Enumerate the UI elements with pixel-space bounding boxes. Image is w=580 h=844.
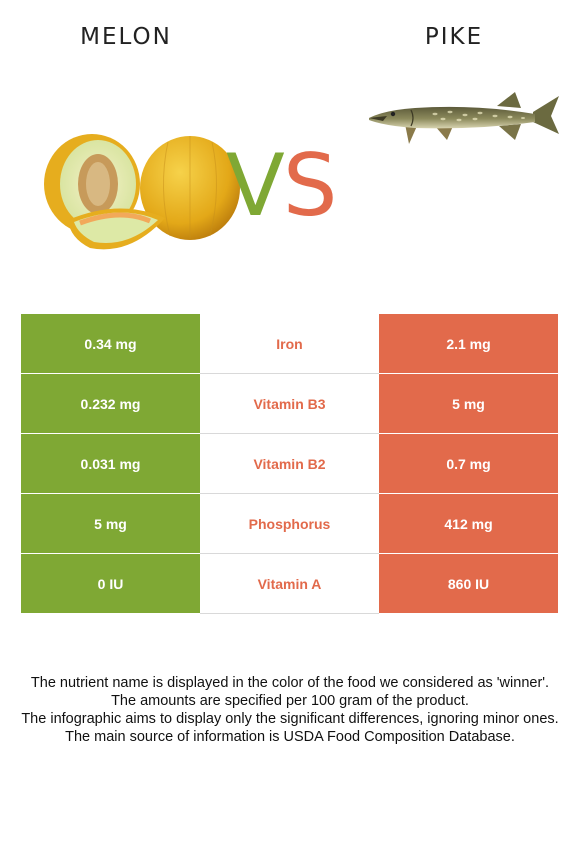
right-value: 412 mg bbox=[379, 493, 558, 554]
right-value: 5 mg bbox=[379, 373, 558, 434]
nutrient-name: Vitamin B3 bbox=[200, 373, 379, 434]
table-row: 0.031 mg Vitamin B2 0.7 mg bbox=[21, 433, 558, 494]
table-row: 0.232 mg Vitamin B3 5 mg bbox=[21, 373, 558, 434]
pike-image bbox=[369, 92, 559, 144]
right-value: 2.1 mg bbox=[379, 314, 558, 374]
table-row: 0 IU Vitamin A 860 IU bbox=[21, 553, 558, 614]
left-value: 0 IU bbox=[21, 553, 200, 614]
nutrient-name: Vitamin A bbox=[200, 553, 379, 614]
table-row: 5 mg Phosphorus 412 mg bbox=[21, 493, 558, 554]
note-winner: The nutrient name is displayed in the co… bbox=[30, 675, 550, 691]
left-value: 5 mg bbox=[21, 493, 200, 554]
right-food-title: PIKE bbox=[424, 24, 484, 50]
right-value: 860 IU bbox=[379, 553, 558, 614]
comparison-table: 0.34 mg Iron 2.1 mg 0.232 mg Vitamin B3 … bbox=[21, 314, 558, 614]
vs-label: VS bbox=[226, 136, 338, 236]
left-value: 0.031 mg bbox=[21, 433, 200, 494]
table-row: 0.34 mg Iron 2.1 mg bbox=[21, 314, 558, 374]
note-significant: The infographic aims to display only the… bbox=[21, 711, 559, 727]
vs-s: S bbox=[282, 136, 338, 236]
note-per-100g: The amounts are specified per 100 gram o… bbox=[111, 693, 469, 709]
right-value: 0.7 mg bbox=[379, 433, 558, 494]
note-source: The main source of information is USDA F… bbox=[65, 729, 515, 745]
left-value: 0.232 mg bbox=[21, 373, 200, 434]
melon-image bbox=[44, 134, 240, 250]
vs-v: V bbox=[226, 136, 285, 236]
left-value: 0.34 mg bbox=[21, 314, 200, 374]
nutrient-name: Phosphorus bbox=[200, 493, 379, 554]
footnotes: The nutrient name is displayed in the co… bbox=[20, 674, 560, 746]
left-food-title: MELON bbox=[80, 24, 172, 50]
nutrient-name: Iron bbox=[200, 314, 379, 374]
nutrient-name: Vitamin B2 bbox=[200, 433, 379, 494]
